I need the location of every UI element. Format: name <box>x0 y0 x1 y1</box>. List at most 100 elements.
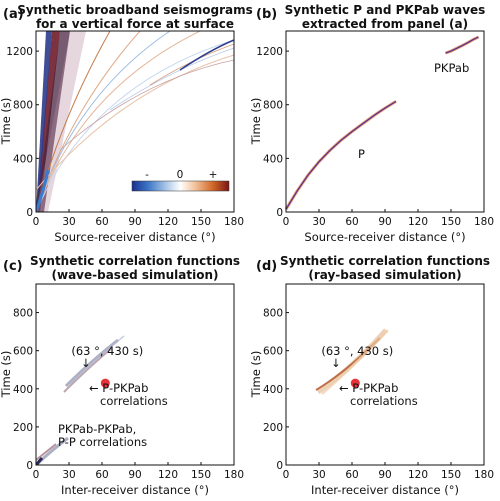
x-tick-label: 0 <box>283 469 290 481</box>
correlation-branch <box>63 347 113 393</box>
panel-b-frame <box>285 30 485 213</box>
panel-c-wavefield <box>36 335 125 465</box>
panel-a-xlabel: Source-receiver distance (°) <box>54 230 215 244</box>
marker-point <box>100 378 110 388</box>
label-p: P <box>358 147 365 161</box>
panel-a-seismograms: (a) Synthetic broadband seismograms for … <box>0 3 253 244</box>
y-tick-label: 800 <box>13 308 33 320</box>
x-tick-label: 90 <box>128 469 141 481</box>
y-tick-label: 0 <box>26 207 33 219</box>
wavefront-faint <box>36 31 86 212</box>
x-tick-label: 180 <box>224 216 244 228</box>
panel-d-y-ticks: 0 200 400 600 800 <box>263 308 289 472</box>
colorbar-zero: 0 <box>177 169 184 181</box>
panel-d-ylabel: Time (s) <box>249 351 263 399</box>
x-tick-label: 0 <box>283 216 290 228</box>
colorbar: - 0 + <box>131 169 230 192</box>
x-tick-label: 120 <box>408 216 428 228</box>
panel-b-p-pkpab: (b) Synthetic P and PKPab waves extracte… <box>249 3 494 244</box>
correlation-branch <box>36 457 44 465</box>
y-tick-label: 200 <box>13 422 33 434</box>
y-tick-label: 400 <box>13 384 33 396</box>
y-tick-label: 800 <box>13 100 33 112</box>
panel-a-wavefield <box>36 31 234 212</box>
panel-a-ylabel: Time (s) <box>0 98 13 146</box>
y-tick-label: 400 <box>13 153 33 165</box>
annotation-correlations: correlations <box>350 394 418 408</box>
panel-a-label: (a) <box>3 7 24 22</box>
x-tick-label: 150 <box>441 216 461 228</box>
phase-curve <box>36 54 234 191</box>
panel-d-x-ticks: 0 30 60 90 120 150 180 <box>283 462 494 481</box>
annotation-pkpab-pkpab: PKPab-PKPab, <box>58 422 136 436</box>
panel-a-title-line2: for a vertical force at surface <box>36 17 234 31</box>
panel-b-series <box>284 35 480 211</box>
panel-b-title-line2: extracted from panel (a) <box>302 17 468 31</box>
panel-d-xlabel: Inter-receiver distance (°) <box>311 483 459 497</box>
label-pkpab: PKPab <box>434 61 469 75</box>
y-tick-label: 0 <box>26 460 33 472</box>
phase-curve <box>36 31 201 212</box>
marker-arrow: ↓ <box>331 356 341 370</box>
x-tick-label: 120 <box>158 469 178 481</box>
wavefront-dense-blue <box>36 31 52 212</box>
x-tick-label: 180 <box>224 469 244 481</box>
y-tick-label: 1200 <box>6 46 33 58</box>
correlation-branch <box>321 329 389 395</box>
x-tick-label: 60 <box>345 469 358 481</box>
x-tick-label: 60 <box>345 216 358 228</box>
marker-label: (63 °, 430 s) <box>71 344 143 358</box>
panel-a-y-ticks: 0 400 800 1200 <box>6 46 39 219</box>
x-tick-label: 120 <box>158 216 178 228</box>
panel-c-x-ticks: 0 30 60 90 120 150 180 <box>33 462 244 481</box>
correlation-branch <box>69 335 125 385</box>
panel-a-x-ticks: 0 30 60 90 120 150 180 <box>33 209 244 228</box>
panel-d-title-line1: Synthetic correlation functions <box>280 254 490 268</box>
phase-curve <box>36 39 234 212</box>
panel-c-title-line2: (wave-based simulation) <box>52 268 219 282</box>
y-tick-label: 800 <box>263 308 283 320</box>
y-tick-label: 600 <box>13 346 33 358</box>
panel-d-title-line2: (ray-based simulation) <box>308 268 461 282</box>
y-tick-label: 200 <box>263 422 283 434</box>
annotation-p-p: P-P correlations <box>58 435 147 449</box>
panel-c-label: (c) <box>3 259 23 274</box>
x-tick-label: 30 <box>312 216 325 228</box>
panel-d-ray-based: (d) Synthetic correlation functions (ray… <box>249 254 494 497</box>
x-tick-label: 0 <box>33 216 40 228</box>
panel-b-label: (b) <box>256 7 277 22</box>
x-tick-label: 30 <box>312 469 325 481</box>
y-tick-label: 800 <box>263 100 283 112</box>
panel-c-title-line1: Synthetic correlation functions <box>30 254 240 268</box>
panel-b-xlabel: Source-receiver distance (°) <box>304 230 465 244</box>
series-line-pkpab <box>445 36 479 54</box>
marker-point <box>350 378 360 388</box>
colorbar-minus: - <box>145 169 149 181</box>
panel-b-ylabel: Time (s) <box>249 98 263 146</box>
wavefront-mixed <box>36 31 70 212</box>
colorbar-gradient <box>131 180 230 192</box>
phase-curve <box>59 59 234 151</box>
x-tick-label: 90 <box>378 469 391 481</box>
annotation-p-pkpab: ← P-PKPab <box>89 381 148 395</box>
panel-c-y-ticks: 0 200 400 600 800 <box>13 308 39 472</box>
x-tick-label: 90 <box>128 216 141 228</box>
phase-curve <box>36 31 171 212</box>
annotation-correlations: correlations <box>100 394 168 408</box>
y-tick-label: 0 <box>276 207 283 219</box>
x-tick-label: 150 <box>191 216 211 228</box>
y-tick-label: 600 <box>263 346 283 358</box>
y-tick-label: 0 <box>276 460 283 472</box>
panel-b-y-ticks: 0 400 800 1200 <box>256 46 289 219</box>
panel-a-title-line1: Synthetic broadband seismograms <box>17 3 253 17</box>
blue-onset <box>36 169 50 212</box>
colorbar-plus: + <box>209 169 218 181</box>
x-tick-label: 90 <box>378 216 391 228</box>
x-tick-label: 180 <box>474 469 494 481</box>
x-tick-label: 30 <box>62 469 75 481</box>
annotation-p-pkpab: ← P-PKPab <box>339 381 398 395</box>
x-tick-label: 180 <box>474 216 494 228</box>
x-tick-label: 150 <box>191 469 211 481</box>
panel-d-label: (d) <box>256 259 277 274</box>
panel-d-wavefield <box>315 328 389 395</box>
